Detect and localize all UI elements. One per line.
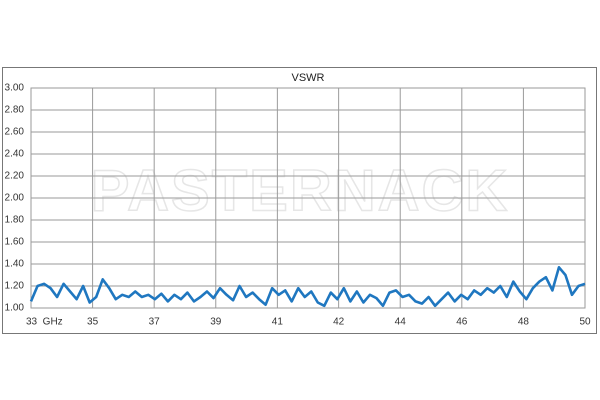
chart-title: VSWR (292, 72, 325, 84)
x-tick-label: 50 (579, 317, 591, 328)
y-tick-label: 2.80 (5, 105, 25, 116)
y-tick-label: 2.60 (5, 127, 25, 138)
y-tick-label: 1.80 (5, 215, 25, 226)
y-tick-label: 2.40 (5, 149, 25, 160)
data-line (29, 266, 586, 308)
y-tick-label: 1.20 (5, 281, 25, 292)
x-tick-label: 44 (395, 317, 407, 328)
x-tick-label: 39 (210, 317, 222, 328)
watermark: PASTERNACK (91, 158, 510, 223)
y-tick-label: 1.00 (5, 303, 25, 314)
x-tick-label: 35 (87, 317, 99, 328)
x-tick-label: 46 (456, 317, 468, 328)
x-tick-label: 33 GHz (26, 317, 63, 328)
x-tick-label: 42 (333, 317, 345, 328)
y-tick-label: 1.60 (5, 237, 25, 248)
y-tick-label: 2.20 (5, 171, 25, 182)
y-tick-label: 2.00 (5, 193, 25, 204)
x-tick-label: 37 (149, 317, 161, 328)
x-tick-label: 41 (272, 317, 284, 328)
y-tick-label: 3.00 (5, 83, 25, 94)
x-tick-label: 48 (518, 317, 530, 328)
y-tick-label: 1.40 (5, 259, 25, 270)
